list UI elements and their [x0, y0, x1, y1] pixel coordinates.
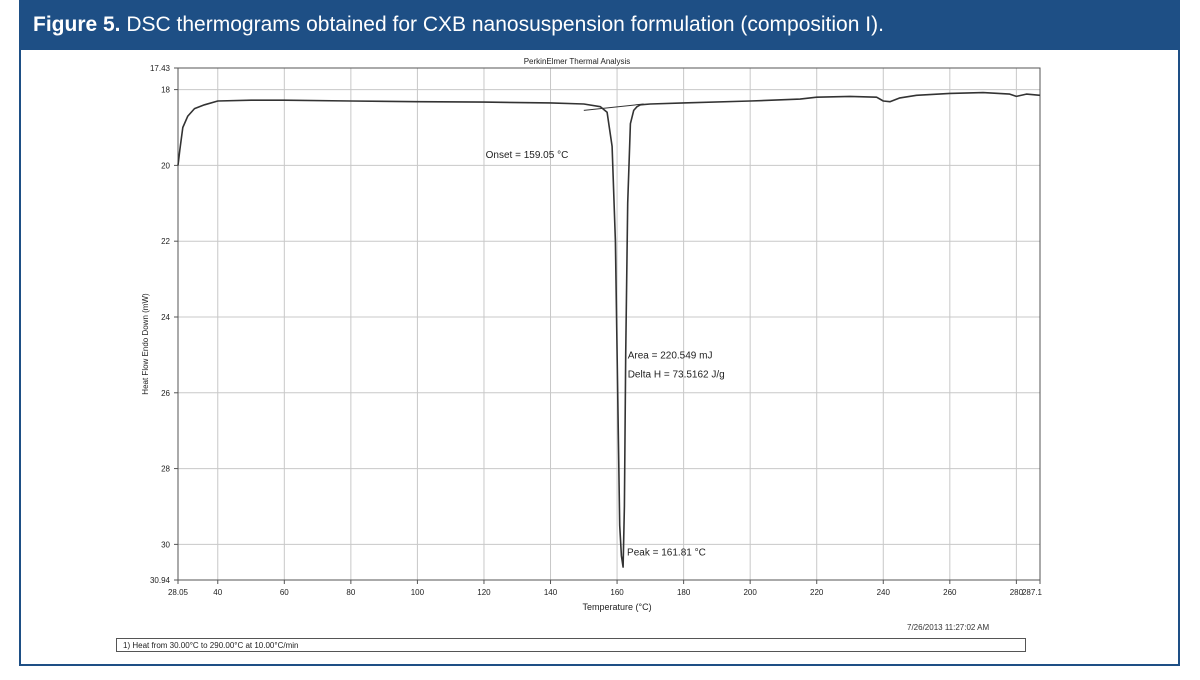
- x-axis-label: Temperature (°C): [583, 602, 652, 612]
- figure-caption-banner: Figure 5. DSC thermograms obtained for C…: [21, 0, 1178, 50]
- y-axis-label: Heat Flow Endo Down (mW): [141, 293, 150, 395]
- x-tick-label: 28.05: [168, 588, 189, 597]
- figure-label: Figure 5.: [33, 13, 121, 36]
- method-text: 1) Heat from 30.00°C to 290.00°C at 10.0…: [123, 641, 299, 650]
- x-tick-label: 240: [877, 588, 891, 597]
- axis-ticks: 28.05 40 60 80 100 120 140 160 180 200 220 240 260 28…: [150, 64, 1043, 597]
- x-tick-label: 100: [411, 588, 425, 597]
- figure-caption: DSC thermograms obtained for CXB nanosus…: [126, 13, 884, 36]
- chart-title: PerkinElmer Thermal Analysis: [524, 57, 631, 66]
- y-tick-label: 30.94: [150, 576, 171, 585]
- run-timestamp: 7/26/2013 11:27:02 AM: [907, 623, 990, 632]
- x-tick-label: 140: [544, 588, 558, 597]
- x-tick-label: 40: [213, 588, 222, 597]
- x-tick-label: 180: [677, 588, 691, 597]
- delta-h-annotation: Delta H = 73.5162 J/g: [628, 370, 725, 381]
- x-tick-label: 220: [810, 588, 824, 597]
- x-tick-label: 287.1: [1022, 588, 1043, 597]
- x-tick-label: 260: [943, 588, 957, 597]
- peak-annotation: Peak = 161.81 °C: [627, 548, 706, 559]
- x-tick-label: 160: [610, 588, 624, 597]
- method-box: 1) Heat from 30.00°C to 290.00°C at 10.0…: [116, 638, 1026, 652]
- y-tick-label: 20: [161, 161, 170, 170]
- y-tick-label: 18: [161, 86, 170, 95]
- grid: [178, 68, 1040, 580]
- onset-annotation: Onset = 159.05 °C: [486, 150, 569, 161]
- thermogram-line: [177, 91, 1041, 568]
- y-tick-label: 26: [161, 389, 170, 398]
- x-tick-label: 120: [477, 588, 491, 597]
- integration-baseline: [583, 103, 644, 111]
- y-tick-label: 17.43: [150, 64, 171, 73]
- area-annotation: Area = 220.549 mJ: [628, 351, 713, 362]
- x-tick-label: 60: [280, 588, 289, 597]
- x-tick-label: 80: [346, 588, 355, 597]
- plot-border: [177, 67, 1041, 581]
- y-tick-label: 30: [161, 540, 170, 549]
- y-tick-label: 24: [161, 313, 170, 322]
- x-tick-label: 280: [1010, 588, 1024, 597]
- x-tick-label: 200: [743, 588, 757, 597]
- figure-frame: Figure 5. DSC thermograms obtained for C…: [19, 0, 1180, 666]
- y-tick-label: 22: [161, 237, 170, 246]
- y-tick-label: 28: [161, 465, 170, 474]
